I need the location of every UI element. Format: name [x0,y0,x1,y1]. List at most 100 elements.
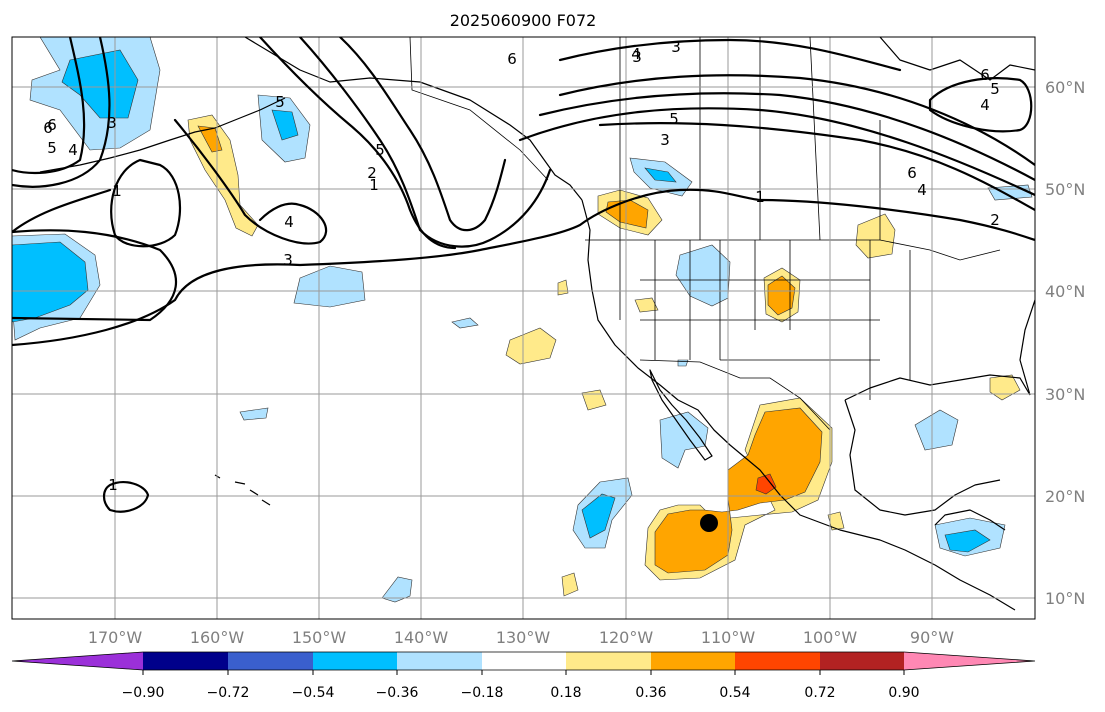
contour-label: 6 [47,116,57,134]
map-title: 2025060900 F072 [450,11,597,30]
contour-6-north [558,74,1035,167]
gulf-of-mexico-coast [844,374,1031,401]
contour-label: 4 [980,96,990,114]
colorbar-segment [735,652,820,670]
contour-label: 6 [507,50,517,68]
map-area: 6 3 4 6 5 3 6 5 4 5 3 1 1 5 2 3 6 4 2 4 … [12,37,1035,619]
lon-label: 120°W [599,628,654,647]
east-coast [1019,299,1035,396]
lon-label: 150°W [292,628,347,647]
contour-label: 6 [43,119,53,137]
positive-anomaly-small-6 [827,511,845,531]
hudson-bay-coast [879,37,1035,81]
contour-ring-nw [12,37,86,175]
contour-3-pacific [12,118,328,245]
negative-anomaly-small-1 [451,317,479,329]
negative-anomaly-gulf-california [659,411,709,469]
contour-label: 4 [917,181,927,199]
gridlines [12,37,1035,619]
colorbar: −0.90 −0.72 −0.54 −0.36 −0.18 0.18 0.36 … [11,651,1036,701]
positive-anomaly-great-lakes [855,213,896,259]
coastlines [39,37,1035,611]
colorbar-segment [228,652,313,670]
contour-label: 5 [47,139,57,157]
contour-label: 1 [755,188,765,206]
lon-label: 130°W [496,628,551,647]
negative-anomaly-nw-pacific-core [61,49,139,119]
colorbar-label: 0.90 [888,685,919,701]
negative-anomaly-west-pacific-core [12,241,89,323]
contour-small-1 [102,481,150,513]
alaska-coast [244,37,583,201]
positive-anomaly-offshore-ca [505,327,557,365]
contour-6-gulf [338,37,507,232]
contour-label: 1 [369,176,379,194]
contour-label: 3 [283,251,293,269]
colorbar-segment [143,652,228,670]
lon-label: 90°W [910,628,954,647]
lon-label: 170°W [88,628,143,647]
contour-2-gulf [258,37,457,250]
negative-anomaly-south-pacific [381,576,413,603]
positive-anomaly-small-7 [561,572,579,597]
negative-anomaly-mid-pacific [293,265,366,308]
lon-label: 160°W [190,628,245,647]
negative-anomaly-gulf-alaska-core [271,109,299,141]
positive-anomaly-small-3 [557,279,569,296]
contour-label: 5 [669,110,679,128]
positive-anomaly-alaska-peninsula-core [197,125,223,153]
contour-label: 1 [112,182,122,200]
contour-label: 2 [367,164,377,182]
contour-3-north [598,122,1035,212]
contour-5-north [538,92,1035,182]
lat-label: 60°N [1045,78,1085,97]
colorbar-segment [12,652,143,670]
longitude-labels: 170°W 160°W 150°W 140°W 130°W 120°W 110°… [88,628,954,647]
contour-4-north [518,107,1035,197]
colorbar-segment [313,652,397,670]
colorbar-label: 0.36 [635,685,666,701]
contour-label: 4 [631,45,641,63]
contour-lines [12,37,1035,513]
alaska-canada-border [409,37,549,181]
positive-anomaly-rockies-core [767,275,796,316]
map-frame [11,36,1036,620]
colorbar-segment [820,652,904,670]
contour-label: 5 [990,80,1000,98]
colorbar-label: −0.18 [461,685,504,701]
contour-label: 3 [660,131,670,149]
negative-anomaly-gulf-mexico [914,409,959,451]
positive-anomaly-mexico-peak [755,473,777,495]
mexico-gulf-coast [844,399,1001,516]
contour-label: 3 [107,114,117,132]
negative-anomaly-central-america-core [944,529,991,553]
colorbar-segment [904,652,1035,670]
lat-label: 40°N [1045,282,1085,301]
contour-1-main [12,229,178,322]
lat-label: 10°N [1045,589,1085,608]
lat-label: 50°N [1045,180,1085,199]
contour-label: 4 [284,213,294,231]
contour-labels: 6 3 4 6 5 3 6 5 4 5 3 1 1 5 2 3 6 4 2 4 … [43,38,1000,494]
colorbar-label: −0.36 [376,685,419,701]
colorbar-segment [482,652,566,670]
colorbar-label: −0.72 [207,685,250,701]
colorbar-label: 0.18 [550,685,581,701]
colorbar-label: −0.90 [122,685,165,701]
storm-center-marker [700,514,718,532]
colorbar-label: −0.54 [292,685,335,701]
baja-california [649,369,713,461]
positive-anomaly-small-4 [634,297,659,313]
lon-label: 110°W [701,628,756,647]
contour-label: 6 [980,66,990,84]
colorbar-label: 0.72 [804,685,835,701]
positive-anomaly-small-5 [581,389,607,411]
lon-label: 140°W [394,628,449,647]
contour-label: 3 [632,48,642,66]
negative-anomaly-canada-core [644,167,677,183]
latitude-labels: 60°N 50°N 40°N 30°N 20°N 10°N [1045,78,1085,608]
lon-label: 100°W [803,628,858,647]
negative-anomaly-small-2 [239,407,269,421]
contour-label: 5 [275,93,285,111]
